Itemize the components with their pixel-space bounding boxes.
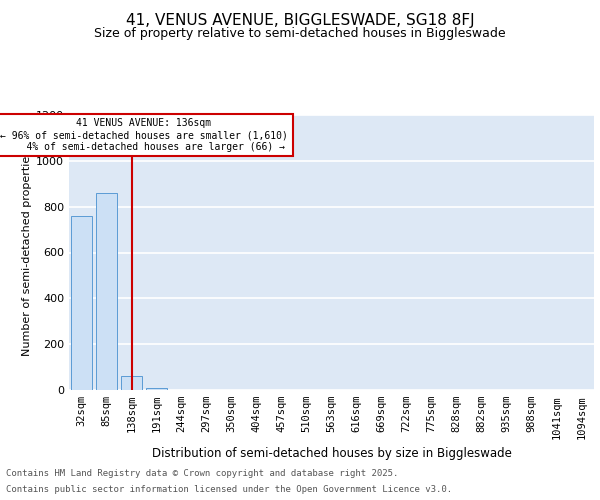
X-axis label: Distribution of semi-detached houses by size in Biggleswade: Distribution of semi-detached houses by … [152, 447, 511, 460]
Bar [121, 376, 142, 390]
Text: 41, VENUS AVENUE, BIGGLESWADE, SG18 8FJ: 41, VENUS AVENUE, BIGGLESWADE, SG18 8FJ [125, 12, 475, 28]
Bar [71, 216, 92, 390]
Text: Size of property relative to semi-detached houses in Biggleswade: Size of property relative to semi-detach… [94, 28, 506, 40]
Bar [96, 193, 117, 390]
Text: Contains HM Land Registry data © Crown copyright and database right 2025.: Contains HM Land Registry data © Crown c… [6, 468, 398, 477]
Y-axis label: Number of semi-detached properties: Number of semi-detached properties [22, 150, 32, 356]
Bar [146, 388, 167, 390]
Text: 41 VENUS AVENUE: 136sqm
← 96% of semi-detached houses are smaller (1,610)
    4%: 41 VENUS AVENUE: 136sqm ← 96% of semi-de… [0, 118, 288, 152]
Text: Contains public sector information licensed under the Open Government Licence v3: Contains public sector information licen… [6, 485, 452, 494]
